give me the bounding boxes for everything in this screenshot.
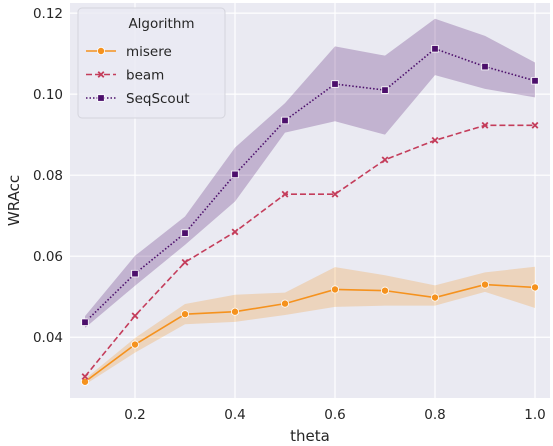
x-axis-label: theta: [290, 427, 330, 445]
series-markers: [81, 45, 540, 386]
legend-title: Algorithm: [128, 16, 194, 32]
x-tick-label: 0.2: [124, 407, 145, 423]
data-point-beam: [381, 156, 389, 164]
x-tick-label: 0.6: [324, 407, 345, 423]
y-tick-label: 0.08: [33, 168, 63, 184]
ci-band-SeqScout: [85, 18, 535, 328]
legend-items: misere beam SeqScout: [86, 44, 190, 107]
legend-item-SeqScout: SeqScout: [86, 91, 190, 107]
legend-item-beam: beam: [86, 68, 164, 84]
legend-marker: [97, 47, 106, 56]
data-point-misere: [81, 377, 90, 386]
data-point-beam: [531, 121, 539, 129]
data-point-misere: [430, 293, 439, 302]
y-tick-labels: 0.04 0.06 0.08 0.10 0.12: [33, 6, 63, 346]
legend: Algorithm misere beam SeqScout: [77, 7, 226, 119]
data-point-misere: [280, 299, 289, 308]
data-point-beam: [431, 136, 439, 144]
y-tick-label: 0.10: [33, 87, 63, 103]
data-point-SeqScout: [181, 229, 189, 237]
legend-label: SeqScout: [126, 91, 190, 107]
data-point-misere: [480, 280, 489, 289]
y-tick-label: 0.12: [33, 6, 63, 22]
data-point-misere: [380, 286, 389, 295]
x-tick-label: 0.8: [424, 407, 445, 423]
y-axis-label: WRAcc: [5, 175, 23, 226]
data-point-SeqScout: [281, 116, 289, 125]
y-tick-label: 0.04: [33, 330, 63, 346]
data-point-beam: [231, 228, 239, 236]
series-line-beam: [84, 124, 535, 378]
series-lines: [84, 47, 536, 383]
data-point-SeqScout: [231, 170, 239, 179]
data-point-beam: [181, 258, 189, 266]
data-point-SeqScout: [131, 269, 139, 278]
x-tick-label: 0.4: [224, 407, 245, 423]
x-tick-labels: 0.2 0.4 0.6 0.8 1.0: [124, 407, 545, 423]
legend-label: misere: [126, 44, 172, 60]
data-point-misere: [180, 310, 189, 319]
legend-marker: [97, 94, 105, 102]
data-point-beam: [81, 373, 89, 380]
data-point-beam: [281, 190, 289, 198]
data-point-misere: [230, 307, 239, 316]
y-tick-label: 0.06: [33, 249, 63, 265]
legend-item-misere: misere: [86, 44, 172, 60]
data-point-misere: [130, 340, 139, 349]
data-point-beam: [331, 190, 339, 198]
data-point-SeqScout: [531, 77, 539, 85]
data-point-SeqScout: [431, 45, 439, 53]
series-line-SeqScout: [84, 47, 536, 323]
x-tick-label: 1.0: [524, 407, 545, 423]
data-point-SeqScout: [331, 80, 339, 88]
series-line-misere: [84, 283, 536, 383]
data-point-SeqScout: [81, 318, 89, 326]
data-point-misere: [330, 285, 339, 294]
data-point-beam: [131, 312, 139, 320]
data-point-misere: [531, 283, 540, 292]
data-point-SeqScout: [381, 86, 389, 94]
data-point-beam: [481, 121, 489, 129]
legend-marker: [97, 71, 105, 78]
legend-box: [77, 7, 226, 119]
data-point-SeqScout: [481, 62, 489, 71]
legend-label: beam: [126, 68, 164, 84]
